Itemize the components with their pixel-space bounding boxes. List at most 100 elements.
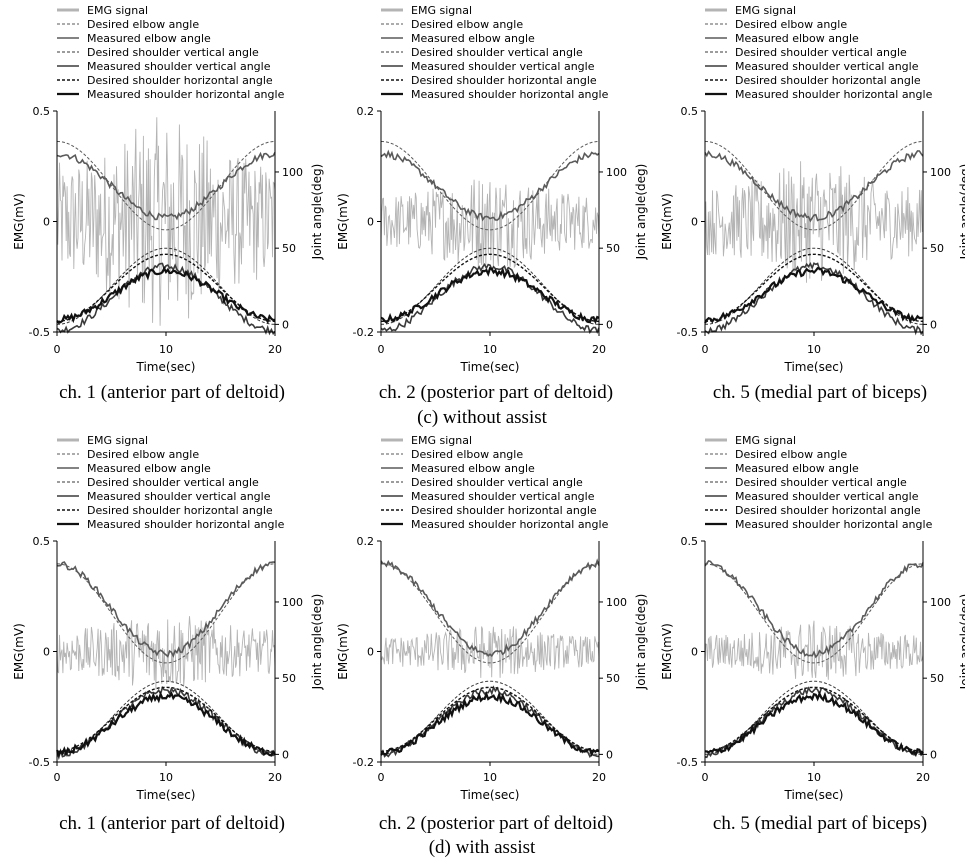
legend-label-desired-elbow-angle: Desired elbow angle xyxy=(735,448,847,461)
series-emg-signal xyxy=(56,616,276,690)
y2-tick-label: 100 xyxy=(282,166,303,179)
y-tick-label: 0.5 xyxy=(681,535,699,548)
legend-label-desired-shoulder-horizontal-angle: Desired shoulder horizontal angle xyxy=(411,74,597,87)
y-tick-label: 0.2 xyxy=(357,535,375,548)
series-emg-signal xyxy=(704,620,924,680)
legend-label-desired-elbow-angle: Desired elbow angle xyxy=(411,18,523,31)
legend-label-measured-shoulder-horizontal-angle: Measured shoulder horizontal angle xyxy=(87,518,285,531)
series-emg-signal xyxy=(56,117,276,326)
y-tick-label: -0.5 xyxy=(677,326,698,339)
legend-label-desired-shoulder-horizontal-angle: Desired shoulder horizontal angle xyxy=(735,74,921,87)
x-tick-label: 10 xyxy=(807,771,821,784)
legend-label-desired-shoulder-vertical-angle: Desired shoulder vertical angle xyxy=(735,46,907,59)
series-measured-shoulder-horizontal-angle xyxy=(380,266,600,325)
legend-label-measured-shoulder-horizontal-angle: Measured shoulder horizontal angle xyxy=(411,88,609,101)
x-tick-label: 20 xyxy=(916,771,930,784)
x-tick-label: 0 xyxy=(378,343,385,356)
panel-caption: ch. 2 (posterior part of deltoid) xyxy=(379,813,613,834)
y-tick-label: 0 xyxy=(367,216,374,229)
legend-label-emg-signal: EMG signal xyxy=(735,4,796,17)
series-desired-shoulder-horizontal-angle xyxy=(381,253,599,322)
legend-label-desired-shoulder-vertical-angle: Desired shoulder vertical angle xyxy=(411,46,583,59)
y2-tick-label: 100 xyxy=(606,596,627,609)
x-tick-label: 0 xyxy=(54,343,61,356)
series-emg-signal xyxy=(704,161,924,283)
y2-axis-title: Joint angle(deg) xyxy=(958,164,965,261)
series-desired-shoulder-vertical-angle xyxy=(380,247,600,325)
y2-tick-label: 0 xyxy=(606,318,613,331)
x-axis-title: Time(sec) xyxy=(136,788,196,802)
x-tick-label: 20 xyxy=(592,771,606,784)
series-emg-signal xyxy=(380,626,600,678)
y2-tick-label: 0 xyxy=(930,748,937,761)
legend-label-measured-shoulder-vertical-angle: Measured shoulder vertical angle xyxy=(411,490,595,503)
series-desired-shoulder-horizontal-angle xyxy=(705,253,923,322)
x-tick-label: 0 xyxy=(702,343,709,356)
x-axis-title: Time(sec) xyxy=(784,788,844,802)
y2-tick-label: 0 xyxy=(930,318,937,331)
y-tick-label: 0 xyxy=(691,646,698,659)
x-tick-label: 10 xyxy=(483,771,497,784)
legend-label-desired-elbow-angle: Desired elbow angle xyxy=(411,448,523,461)
x-tick-label: 20 xyxy=(592,343,606,356)
legend-label-desired-shoulder-vertical-angle: Desired shoulder vertical angle xyxy=(87,476,259,489)
legend-label-emg-signal: EMG signal xyxy=(735,434,796,447)
legend-label-desired-shoulder-vertical-angle: Desired shoulder vertical angle xyxy=(87,46,259,59)
x-tick-label: 10 xyxy=(159,771,173,784)
legend-label-desired-shoulder-horizontal-angle: Desired shoulder horizontal angle xyxy=(87,74,273,87)
y-tick-label: -0.5 xyxy=(29,756,50,769)
series-measured-shoulder-horizontal-angle xyxy=(380,690,600,757)
x-axis-title: Time(sec) xyxy=(460,788,520,802)
x-axis-title: Time(sec) xyxy=(136,360,196,374)
legend-label-measured-elbow-angle: Measured elbow angle xyxy=(411,462,535,475)
x-tick-label: 10 xyxy=(483,343,497,356)
series-desired-elbow-angle xyxy=(57,141,275,231)
legend-label-desired-shoulder-vertical-angle: Desired shoulder vertical angle xyxy=(411,476,583,489)
y2-tick-label: 0 xyxy=(282,748,289,761)
y-tick-label: 0.2 xyxy=(357,105,375,118)
legend-label-emg-signal: EMG signal xyxy=(87,4,148,17)
legend-label-measured-elbow-angle: Measured elbow angle xyxy=(735,32,859,45)
y-tick-label: -0.5 xyxy=(29,326,50,339)
y-axis-title: EMG(mV) xyxy=(336,623,350,680)
y2-tick-label: 50 xyxy=(606,242,620,255)
series-desired-shoulder-vertical-angle xyxy=(704,680,924,755)
y2-axis-title: Joint angle(deg) xyxy=(634,164,648,261)
legend-label-measured-shoulder-vertical-angle: Measured shoulder vertical angle xyxy=(735,490,919,503)
x-axis-title: Time(sec) xyxy=(784,360,844,374)
legend-label-measured-elbow-angle: Measured elbow angle xyxy=(411,32,535,45)
legend-label-measured-elbow-angle: Measured elbow angle xyxy=(87,32,211,45)
y2-axis-title: Joint angle(deg) xyxy=(310,164,324,261)
series-measured-elbow-angle xyxy=(380,149,600,222)
y2-tick-label: 0 xyxy=(282,318,289,331)
y2-tick-label: 50 xyxy=(282,672,296,685)
y-axis-title: EMG(mV) xyxy=(12,623,26,680)
panel-caption: ch. 1 (anterior part of deltoid) xyxy=(59,382,285,403)
y-tick-label: 0 xyxy=(367,646,374,659)
x-axis-title: Time(sec) xyxy=(460,360,520,374)
x-tick-label: 10 xyxy=(807,343,821,356)
series-measured-shoulder-vertical-angle xyxy=(704,262,924,336)
legend-label-emg-signal: EMG signal xyxy=(87,434,148,447)
legend-label-measured-shoulder-vertical-angle: Measured shoulder vertical angle xyxy=(411,60,595,73)
y2-tick-label: 0 xyxy=(606,748,613,761)
row-caption-without-assist: (c) without assist xyxy=(417,407,548,428)
y-axis-title: EMG(mV) xyxy=(660,623,674,680)
panel-caption: ch. 5 (medial part of biceps) xyxy=(713,813,927,834)
series-desired-shoulder-vertical-angle xyxy=(704,247,924,325)
series-measured-elbow-angle xyxy=(704,559,924,659)
legend-label-desired-elbow-angle: Desired elbow angle xyxy=(87,448,199,461)
legend-label-measured-shoulder-horizontal-angle: Measured shoulder horizontal angle xyxy=(735,88,933,101)
series-measured-elbow-angle xyxy=(56,561,276,658)
legend-label-desired-shoulder-horizontal-angle: Desired shoulder horizontal angle xyxy=(735,504,921,517)
legend-label-desired-elbow-angle: Desired elbow angle xyxy=(735,18,847,31)
